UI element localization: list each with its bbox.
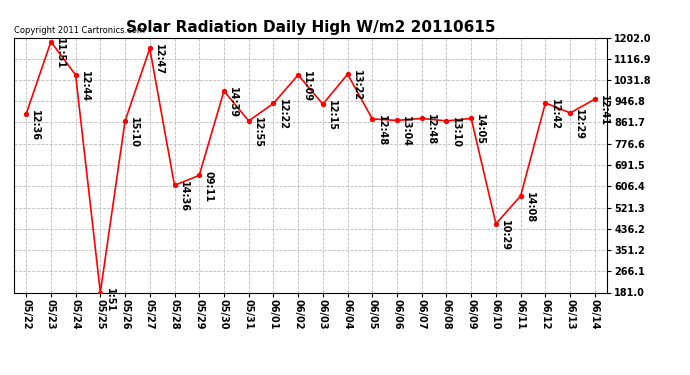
Text: 09:11: 09:11 xyxy=(204,171,213,202)
Point xyxy=(194,172,205,178)
Point xyxy=(342,71,353,77)
Text: 12:41: 12:41 xyxy=(599,95,609,126)
Text: 13:04: 13:04 xyxy=(401,116,411,147)
Text: Copyright 2011 Cartronics.com: Copyright 2011 Cartronics.com xyxy=(14,26,145,35)
Text: 15:10: 15:10 xyxy=(129,117,139,148)
Text: 12:22: 12:22 xyxy=(277,99,288,130)
Text: 10:29: 10:29 xyxy=(500,220,510,251)
Point xyxy=(317,101,328,107)
Text: 14:39: 14:39 xyxy=(228,87,238,118)
Point xyxy=(70,72,81,78)
Text: 11:51: 11:51 xyxy=(55,38,65,69)
Point xyxy=(589,96,600,102)
Point xyxy=(391,117,402,123)
Text: 12:42: 12:42 xyxy=(549,99,560,130)
Text: 14:36: 14:36 xyxy=(179,181,188,212)
Point xyxy=(293,72,304,78)
Text: 12:44: 12:44 xyxy=(80,71,90,102)
Text: 12:29: 12:29 xyxy=(574,109,584,140)
Text: 14:08: 14:08 xyxy=(525,192,535,223)
Text: 12:48: 12:48 xyxy=(377,115,386,146)
Text: 11:09: 11:09 xyxy=(302,71,313,102)
Point xyxy=(219,88,230,94)
Point xyxy=(119,118,130,124)
Point xyxy=(564,110,575,116)
Text: 12:55: 12:55 xyxy=(253,117,263,148)
Point xyxy=(466,116,477,122)
Point xyxy=(46,39,57,45)
Text: 12:36: 12:36 xyxy=(30,110,40,141)
Point xyxy=(169,182,180,188)
Text: 12:48: 12:48 xyxy=(426,114,436,146)
Text: 13:10: 13:10 xyxy=(451,117,461,148)
Point xyxy=(416,116,427,122)
Text: 1:51: 1:51 xyxy=(104,288,115,313)
Text: 12:47: 12:47 xyxy=(154,44,164,75)
Point xyxy=(441,118,452,124)
Point xyxy=(268,100,279,106)
Point xyxy=(515,193,526,199)
Point xyxy=(21,111,32,117)
Point xyxy=(243,118,254,124)
Text: 13:22: 13:22 xyxy=(352,70,362,101)
Point xyxy=(367,116,378,122)
Point xyxy=(144,45,155,51)
Text: 12:15: 12:15 xyxy=(327,100,337,131)
Text: 14:05: 14:05 xyxy=(475,114,485,145)
Point xyxy=(95,290,106,296)
Title: Solar Radiation Daily High W/m2 20110615: Solar Radiation Daily High W/m2 20110615 xyxy=(126,20,495,35)
Point xyxy=(491,221,502,227)
Point xyxy=(540,100,551,106)
